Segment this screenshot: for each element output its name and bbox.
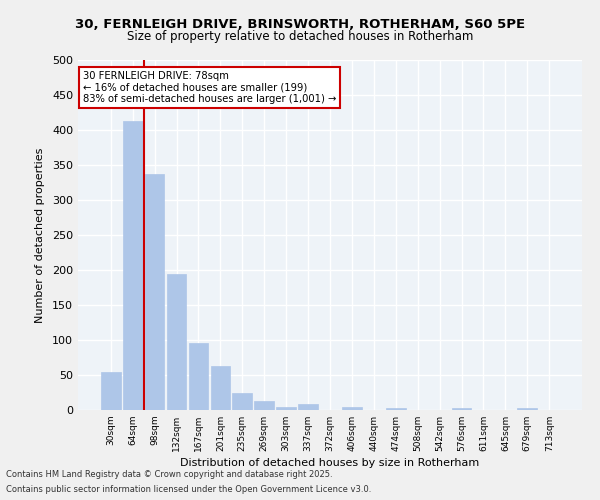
Bar — [342, 406, 362, 410]
Text: Contains HM Land Registry data © Crown copyright and database right 2025.: Contains HM Land Registry data © Crown c… — [6, 470, 332, 479]
Text: Contains public sector information licensed under the Open Government Licence v3: Contains public sector information licen… — [6, 485, 371, 494]
Bar — [298, 404, 318, 410]
Bar — [276, 406, 296, 410]
Bar — [386, 408, 406, 410]
X-axis label: Distribution of detached houses by size in Rotherham: Distribution of detached houses by size … — [181, 458, 479, 468]
Bar — [188, 343, 208, 410]
Text: 30 FERNLEIGH DRIVE: 78sqm
← 16% of detached houses are smaller (199)
83% of semi: 30 FERNLEIGH DRIVE: 78sqm ← 16% of detac… — [83, 70, 337, 104]
Y-axis label: Number of detached properties: Number of detached properties — [35, 148, 45, 322]
Bar — [123, 121, 143, 410]
Text: Size of property relative to detached houses in Rotherham: Size of property relative to detached ho… — [127, 30, 473, 43]
Bar — [101, 372, 121, 410]
Bar — [145, 174, 164, 410]
Bar — [517, 408, 537, 410]
Bar — [254, 401, 274, 410]
Bar — [167, 274, 187, 410]
Bar — [211, 366, 230, 410]
Text: 30, FERNLEIGH DRIVE, BRINSWORTH, ROTHERHAM, S60 5PE: 30, FERNLEIGH DRIVE, BRINSWORTH, ROTHERH… — [75, 18, 525, 30]
Bar — [452, 408, 472, 410]
Bar — [232, 392, 252, 410]
